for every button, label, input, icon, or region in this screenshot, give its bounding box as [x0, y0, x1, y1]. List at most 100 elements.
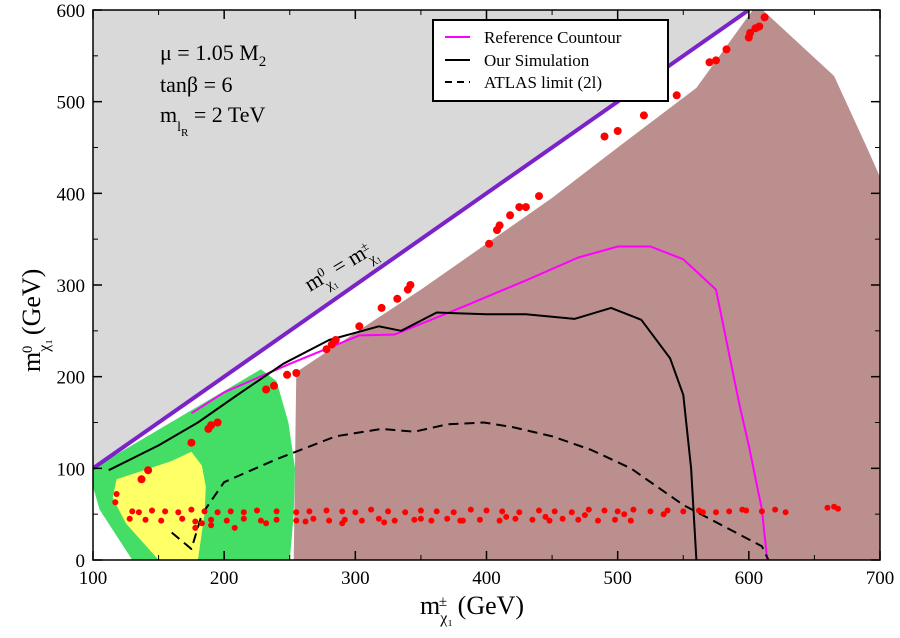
scatter-point: [503, 513, 510, 520]
scatter-point: [739, 506, 746, 513]
scatter-point: [450, 509, 457, 516]
scatter-point: [467, 506, 474, 513]
scatter-point: [227, 508, 234, 515]
y-tick-label: 300: [57, 276, 86, 297]
scatter-point: [188, 506, 195, 513]
x-tick-label: 100: [79, 568, 108, 589]
scatter-point: [647, 508, 654, 515]
scatter-point: [293, 509, 300, 516]
scatter-point: [782, 509, 789, 516]
scatter-point: [201, 508, 208, 515]
scatter-point: [293, 517, 300, 524]
scatter-point: [223, 517, 230, 524]
atlas-limit-line: [171, 421, 770, 560]
scatter-point: [411, 516, 418, 523]
x-tick-label: 600: [735, 568, 764, 589]
scatter-point: [551, 508, 558, 515]
y-tick-label: 400: [57, 184, 86, 205]
scatter-point: [192, 518, 199, 525]
scatter-point: [746, 28, 755, 37]
scatter-point: [755, 22, 764, 31]
legend-label-simulation: Our Simulation: [484, 51, 590, 70]
legend-box: [432, 19, 669, 102]
x-tick-label: 200: [210, 568, 239, 589]
scatter-point: [368, 506, 375, 513]
scatter-point: [535, 192, 543, 201]
scatter-point: [142, 516, 149, 523]
scatter-point: [433, 508, 440, 515]
y-axis-label: mχ₁0 (GeV): [17, 269, 53, 372]
legend-label-atlas: ATLAS limit (2l): [484, 73, 602, 92]
scatter-point: [263, 520, 270, 527]
scatter-point: [302, 518, 309, 525]
scatter-point: [323, 507, 330, 514]
scatter-point: [585, 506, 592, 513]
scatter-point: [621, 511, 628, 518]
scatter-point: [760, 13, 769, 22]
scatter-point: [664, 507, 671, 514]
parameter-info: μ = 1.05 M2 tanβ = 6 mlR = 2 TeV: [160, 40, 266, 139]
scatter-point: [214, 509, 221, 516]
scatter-point: [712, 56, 720, 65]
diagonal-label: mχ₁0 = mχ₁±: [300, 238, 384, 296]
scatter-point: [521, 203, 530, 212]
scatter-point: [339, 508, 346, 515]
scatter-point: [568, 509, 575, 516]
scatter-point: [377, 303, 386, 312]
scatter-point: [358, 517, 365, 524]
scatter-point: [326, 517, 333, 524]
scatter-point: [614, 508, 621, 515]
scatter-point: [680, 508, 687, 515]
scatter-point: [515, 203, 524, 212]
scatter-point: [428, 517, 435, 524]
x-tick-label: 300: [341, 568, 370, 589]
scatter-point: [417, 515, 424, 522]
scatter-point: [601, 507, 608, 514]
x-axis-label: mχ₁± (GeV): [420, 591, 524, 627]
scatter-point: [499, 508, 506, 515]
scatter-point: [581, 512, 588, 519]
scatter-point: [575, 516, 582, 523]
scatter-point: [135, 509, 142, 516]
scatter-point: [208, 522, 215, 529]
scatter-point: [595, 517, 601, 524]
scatter-point: [208, 516, 215, 523]
scatter-point: [722, 45, 731, 54]
scatter-point: [339, 520, 346, 527]
scatter-point: [331, 336, 340, 344]
scatter-point: [672, 91, 681, 100]
y-tick-label: 100: [57, 459, 86, 480]
scatter-point: [149, 507, 155, 514]
region-yellow-region: [112, 451, 206, 560]
scatter-point: [476, 516, 483, 523]
scatter-point: [207, 421, 216, 430]
svg-text:mχ₁0 (GeV): mχ₁0 (GeV): [17, 269, 53, 372]
simulation-line: [108, 306, 698, 560]
legend: Reference Countour Our Simulation ATLAS …: [432, 19, 669, 102]
scatter-point: [699, 509, 706, 516]
scatter-point: [192, 524, 199, 531]
y-tick-label: 500: [57, 93, 86, 114]
x-tick-label: 400: [472, 568, 501, 589]
scatter-point: [613, 127, 622, 135]
scatter-point: [542, 513, 549, 520]
x-tick-label: 500: [603, 568, 632, 589]
scatter-point: [112, 499, 119, 506]
scatter-point: [639, 111, 648, 120]
scatter-point: [402, 509, 409, 516]
scatter-point: [444, 515, 451, 522]
slepton-mass-label: mlR = 2 TeV: [160, 102, 266, 139]
scatter-point: [144, 466, 153, 475]
scatter-point: [113, 491, 120, 497]
scatter-point: [391, 517, 398, 524]
scatter-point: [306, 508, 313, 515]
points-layer: [112, 13, 841, 531]
scatter-point: [600, 132, 609, 141]
scatter-point: [758, 508, 765, 515]
scatter-point: [713, 509, 719, 516]
scatter-point: [546, 517, 553, 524]
scatter-point: [393, 294, 402, 303]
scatter-point: [627, 517, 634, 524]
